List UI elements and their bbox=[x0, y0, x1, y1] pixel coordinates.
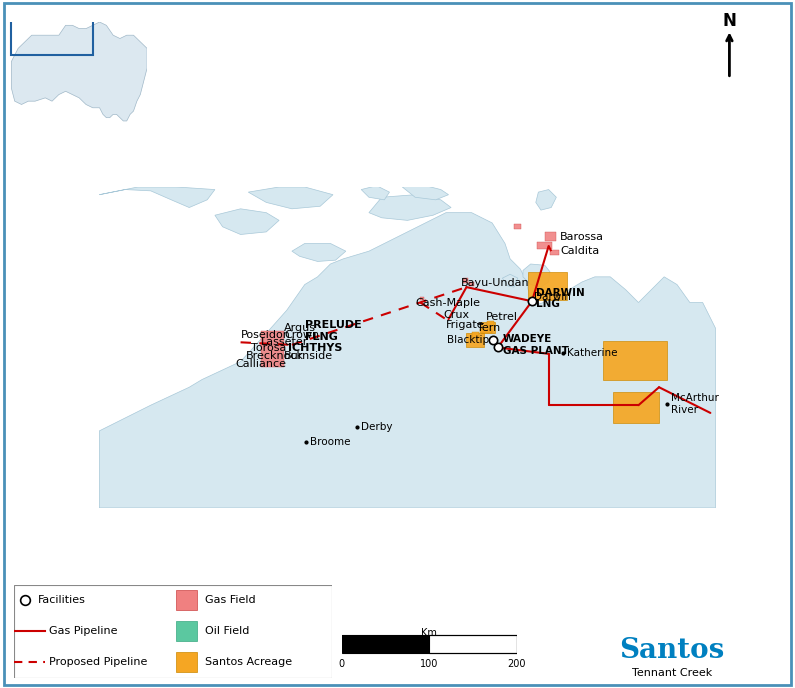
Bar bbox=[176, 621, 197, 641]
Text: Broome: Broome bbox=[310, 438, 351, 447]
Text: Petrel: Petrel bbox=[486, 312, 518, 321]
Text: Katherine: Katherine bbox=[567, 347, 617, 358]
Text: N: N bbox=[723, 12, 736, 30]
Bar bbox=[603, 341, 667, 380]
Text: Crux: Crux bbox=[444, 310, 470, 321]
Polygon shape bbox=[577, 125, 607, 149]
Bar bbox=[176, 652, 197, 672]
Bar bbox=[467, 333, 484, 347]
Text: Poseidon: Poseidon bbox=[241, 330, 290, 341]
Text: Torosa: Torosa bbox=[251, 343, 286, 353]
Text: Bayu-Undan: Bayu-Undan bbox=[461, 278, 530, 288]
Text: 0: 0 bbox=[339, 658, 345, 669]
Polygon shape bbox=[502, 275, 518, 287]
Bar bbox=[528, 272, 567, 300]
Polygon shape bbox=[536, 190, 556, 210]
Text: Santos Acreage: Santos Acreage bbox=[205, 657, 293, 667]
Text: 200: 200 bbox=[507, 658, 526, 669]
Text: Argus: Argus bbox=[285, 323, 316, 333]
Polygon shape bbox=[523, 264, 550, 287]
Text: Proposed Pipeline: Proposed Pipeline bbox=[49, 657, 148, 667]
Text: Tern: Tern bbox=[477, 323, 500, 333]
Polygon shape bbox=[99, 187, 215, 208]
Bar bbox=[481, 322, 494, 333]
Text: Km: Km bbox=[421, 628, 437, 638]
Bar bbox=[429, 635, 517, 653]
Text: PRELUDE
FLNG: PRELUDE FLNG bbox=[304, 321, 362, 342]
Text: DARWIN
LNG: DARWIN LNG bbox=[536, 288, 584, 310]
Polygon shape bbox=[11, 22, 147, 121]
Bar bbox=[469, 283, 474, 286]
Bar bbox=[261, 331, 285, 367]
Polygon shape bbox=[99, 213, 716, 508]
Text: Brecknock: Brecknock bbox=[246, 351, 304, 361]
Bar bbox=[420, 297, 425, 301]
Text: Barossa: Barossa bbox=[560, 232, 604, 242]
Text: WADEYE
GAS PLANT: WADEYE GAS PLANT bbox=[503, 334, 568, 356]
Text: Calliance: Calliance bbox=[235, 358, 286, 369]
Text: Frigate: Frigate bbox=[446, 320, 485, 330]
Text: Caldita: Caldita bbox=[560, 246, 599, 256]
Polygon shape bbox=[369, 195, 451, 220]
Text: Santos: Santos bbox=[619, 636, 724, 664]
Text: Tennant Creek: Tennant Creek bbox=[632, 668, 712, 678]
Text: Darwin: Darwin bbox=[533, 292, 571, 302]
Text: Blacktip: Blacktip bbox=[448, 335, 490, 345]
Text: Oil Field: Oil Field bbox=[205, 626, 250, 636]
Text: Derby: Derby bbox=[361, 422, 393, 432]
Bar bbox=[11, 15, 93, 55]
Text: McArthur
River: McArthur River bbox=[670, 393, 719, 415]
Polygon shape bbox=[402, 184, 448, 200]
Text: Crown: Crown bbox=[285, 330, 320, 341]
Bar bbox=[471, 332, 479, 338]
Text: 100: 100 bbox=[420, 658, 439, 669]
Polygon shape bbox=[292, 244, 346, 261]
Polygon shape bbox=[215, 209, 279, 235]
Text: Cash-Maple: Cash-Maple bbox=[415, 297, 480, 308]
Bar bbox=[537, 242, 553, 248]
Text: Facilities: Facilities bbox=[38, 595, 86, 605]
Text: Gas Field: Gas Field bbox=[205, 595, 256, 605]
Bar bbox=[550, 250, 559, 255]
Polygon shape bbox=[248, 187, 333, 209]
Bar bbox=[487, 321, 494, 326]
Bar bbox=[463, 278, 468, 283]
Text: Burnside: Burnside bbox=[285, 351, 333, 361]
Bar bbox=[342, 635, 429, 653]
Text: Lasseter: Lasseter bbox=[261, 336, 308, 347]
Text: ICHTHYS: ICHTHYS bbox=[288, 343, 343, 353]
Polygon shape bbox=[361, 186, 390, 200]
Bar bbox=[514, 224, 522, 229]
Bar bbox=[613, 392, 659, 423]
Text: Gas Pipeline: Gas Pipeline bbox=[49, 626, 118, 636]
Bar bbox=[342, 635, 517, 653]
Bar bbox=[176, 590, 197, 610]
Bar bbox=[480, 329, 492, 333]
Bar bbox=[545, 232, 556, 241]
